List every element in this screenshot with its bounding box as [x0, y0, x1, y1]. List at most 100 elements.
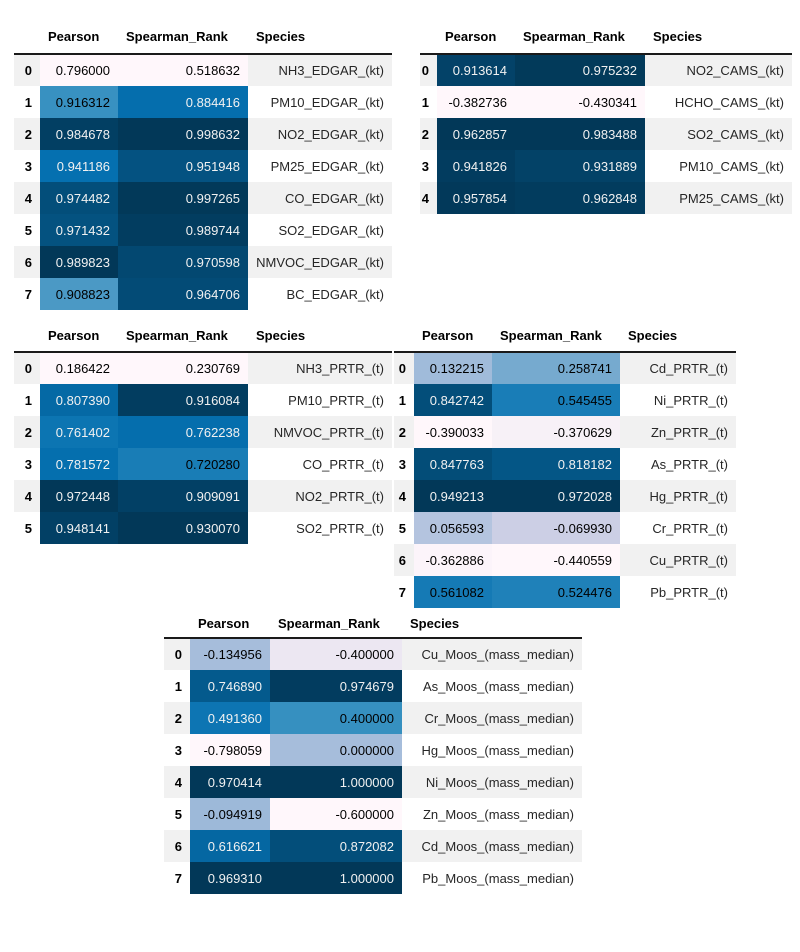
species-cell: Cu_Moos_(mass_median): [402, 638, 582, 670]
pearson-cell: 0.962857: [437, 118, 515, 150]
spearman-cell: 0.916084: [118, 384, 248, 416]
spearman-cell: 0.964706: [118, 278, 248, 310]
pearson-cell: 0.916312: [40, 86, 118, 118]
table-row: 2 0.962857 0.983488 SO2_CAMS_(kt): [420, 118, 792, 150]
spearman-cell: 0.983488: [515, 118, 645, 150]
spearman-cell: 0.872082: [270, 830, 402, 862]
pearson-cell: 0.761402: [40, 416, 118, 448]
styled-dataframe-prtr-t-gases: Pearson Spearman_Rank Species 0 0.186422 0.23…: [14, 320, 392, 544]
table-row: 3 0.781572 0.720280 CO_PRTR_(t): [14, 448, 392, 480]
species-cell: Cd_PRTR_(t): [620, 352, 736, 384]
table-row: 2 0.491360 0.400000 Cr_Moos_(mass_median): [164, 702, 582, 734]
species-cell: Zn_Moos_(mass_median): [422, 806, 574, 822]
table-row: 0 -0.134956 -0.400000 Cu_Moos_(mass_median): [164, 638, 582, 670]
row-index: 1: [398, 392, 406, 408]
row-index: 3: [398, 456, 406, 472]
row-index: 0: [14, 352, 40, 384]
table-row: 4 0.972448 0.909091 NO2_PRTR_(t): [14, 480, 392, 512]
table-row: 3 0.941186 0.951948 PM25_EDGAR_(kt): [14, 150, 392, 182]
column-header-species: Species: [620, 320, 736, 353]
pearson-cell: 0.941186: [40, 150, 118, 182]
table-row: 5 0.056593 -0.069930 Cr_PRTR_(t): [394, 512, 736, 544]
row-index: 3: [421, 158, 429, 174]
species-cell: CO_PRTR_(t): [302, 456, 384, 472]
column-header-spearman-rank: Spearman_Rank: [492, 320, 620, 353]
species-cell: PM25_CAMS_(kt): [645, 182, 792, 214]
row-index: 4: [420, 182, 437, 214]
table-row: 0 0.132215 0.258741 Cd_PRTR_(t): [394, 352, 736, 384]
species-cell: Zn_PRTR_(t): [620, 416, 736, 448]
spearman-cell: 0.400000: [270, 702, 402, 734]
row-index: 6: [394, 544, 414, 576]
spearman-cell: 0.720280: [118, 448, 248, 480]
table-row: 0 0.796000 0.518632 NH3_EDGAR_(kt): [14, 54, 392, 86]
pearson-cell: 0.989823: [40, 246, 118, 278]
spearman-cell: 0.884416: [118, 86, 248, 118]
column-header-species: Species: [248, 320, 392, 353]
table-row: 6 0.989823 0.970598 NMVOC_EDGAR_(kt): [14, 246, 392, 278]
index-corner: [394, 320, 414, 353]
species-cell: PM25_EDGAR_(kt): [270, 158, 384, 174]
table-row: 4 0.957854 0.962848 PM25_CAMS_(kt): [420, 182, 792, 214]
row-index: 1: [24, 392, 32, 408]
column-header-pearson: Pearson: [190, 610, 270, 639]
spearman-cell: 0.974679: [270, 670, 402, 702]
spearman-cell: -0.370629: [492, 416, 620, 448]
row-index: 7: [24, 286, 32, 302]
row-index: 4: [394, 480, 414, 512]
species-cell: CO_EDGAR_(kt): [248, 182, 392, 214]
header-row: Pearson Spearman_Rank Species: [14, 20, 392, 55]
row-index: 2: [420, 118, 437, 150]
row-index: 3: [24, 456, 32, 472]
spearman-cell: 0.230769: [118, 352, 248, 384]
species-cell: BC_EDGAR_(kt): [286, 286, 384, 302]
pearson-cell: 0.132215: [414, 352, 492, 384]
spearman-cell: 0.818182: [492, 448, 620, 480]
table-row: 0 0.913614 0.975232 NO2_CAMS_(kt): [420, 54, 792, 86]
column-header-pearson: Pearson: [40, 20, 118, 55]
table-row: 1 -0.382736 -0.430341 HCHO_CAMS_(kt): [420, 86, 792, 118]
row-index: 5: [24, 520, 32, 536]
row-index: 5: [24, 222, 32, 238]
species-cell: NMVOC_PRTR_(t): [248, 416, 392, 448]
styled-dataframe-cams-kt: Pearson Spearman_Rank Species 0 0.913614 0.97…: [420, 20, 792, 214]
pearson-cell: 0.561082: [414, 576, 492, 608]
species-cell: SO2_EDGAR_(kt): [278, 222, 384, 238]
column-header-spearman-rank: Spearman_Rank: [270, 610, 402, 639]
row-index: 2: [14, 416, 40, 448]
species-cell: PM10_EDGAR_(kt): [270, 94, 384, 110]
row-index: 0: [420, 54, 437, 86]
species-cell: SO2_PRTR_(t): [296, 520, 384, 536]
spearman-cell: -0.069930: [492, 512, 620, 544]
species-cell: Cd_Moos_(mass_median): [402, 830, 582, 862]
column-header-spearman-rank: Spearman_Rank: [118, 320, 248, 353]
species-cell: Cr_Moos_(mass_median): [402, 702, 582, 734]
row-index: 5: [174, 806, 182, 822]
species-cell: NO2_EDGAR_(kt): [248, 118, 392, 150]
pearson-cell: 0.186422: [40, 352, 118, 384]
pearson-cell: -0.134956: [190, 638, 270, 670]
row-index: 1: [24, 94, 32, 110]
spearman-cell: 0.909091: [118, 480, 248, 512]
spearman-cell: 0.962848: [515, 182, 645, 214]
table-row: 1 0.916312 0.884416 PM10_EDGAR_(kt): [14, 86, 392, 118]
pearson-cell: 0.746890: [190, 670, 270, 702]
pearson-cell: 0.781572: [40, 448, 118, 480]
spearman-cell: -0.440559: [492, 544, 620, 576]
pearson-cell: 0.491360: [190, 702, 270, 734]
spearman-cell: 0.989744: [118, 214, 248, 246]
row-index: 4: [164, 766, 190, 798]
species-cell: Pb_PRTR_(t): [650, 584, 728, 600]
spearman-cell: 0.524476: [492, 576, 620, 608]
spearman-cell: 1.000000: [270, 766, 402, 798]
index-corner: [14, 320, 40, 353]
column-header-spearman-rank: Spearman_Rank: [118, 20, 248, 55]
table-row: 4 0.949213 0.972028 Hg_PRTR_(t): [394, 480, 736, 512]
row-index: 3: [174, 742, 182, 758]
column-header-species: Species: [645, 20, 792, 55]
header-row: Pearson Spearman_Rank Species: [394, 320, 736, 353]
column-header-pearson: Pearson: [437, 20, 515, 55]
species-cell: Ni_Moos_(mass_median): [402, 766, 582, 798]
species-cell: PM10_CAMS_(kt): [679, 158, 784, 174]
pearson-cell: 0.796000: [40, 54, 118, 86]
